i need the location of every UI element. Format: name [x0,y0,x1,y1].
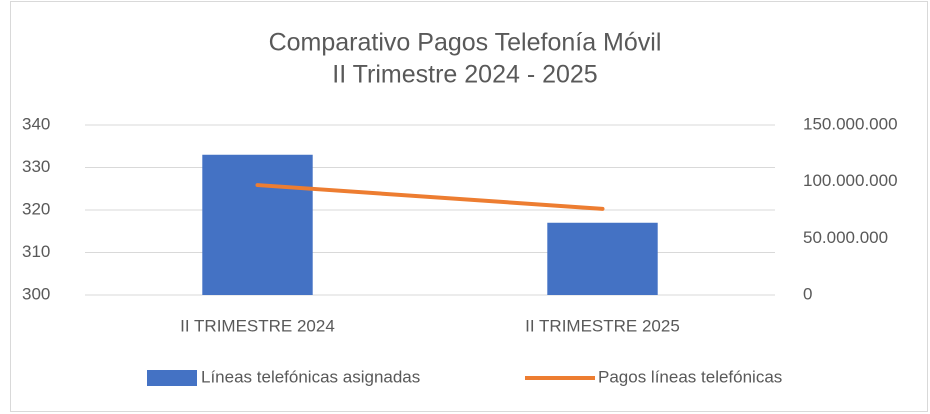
y-tick-label: 310 [22,242,50,261]
y2-tick-label: 0 [803,284,812,303]
y2-tick-label: 100.000.000 [803,171,898,190]
bar [202,154,313,295]
x-tick-label: II TRIMESTRE 2025 [525,316,680,335]
y-tick-label: 330 [22,157,50,176]
chart-title: Comparativo Pagos Telefonía Móvil [269,29,662,57]
x-tick-label: II TRIMESTRE 2024 [180,316,335,335]
y-tick-label: 300 [22,284,50,303]
y-tick-label: 340 [22,114,50,133]
legend-label: Pagos líneas telefónicas [598,367,782,386]
chart-subtitle: II Trimestre 2024 - 2025 [332,61,597,89]
legend-swatch [147,370,197,386]
y2-tick-label: 50.000.000 [803,228,888,247]
bar [547,222,658,295]
chart-border [10,1,928,412]
line [255,183,605,211]
legend-label: Líneas telefónicas asignadas [201,367,420,386]
y2-tick-label: 150.000.000 [803,114,898,133]
y-tick-label: 320 [22,199,50,218]
